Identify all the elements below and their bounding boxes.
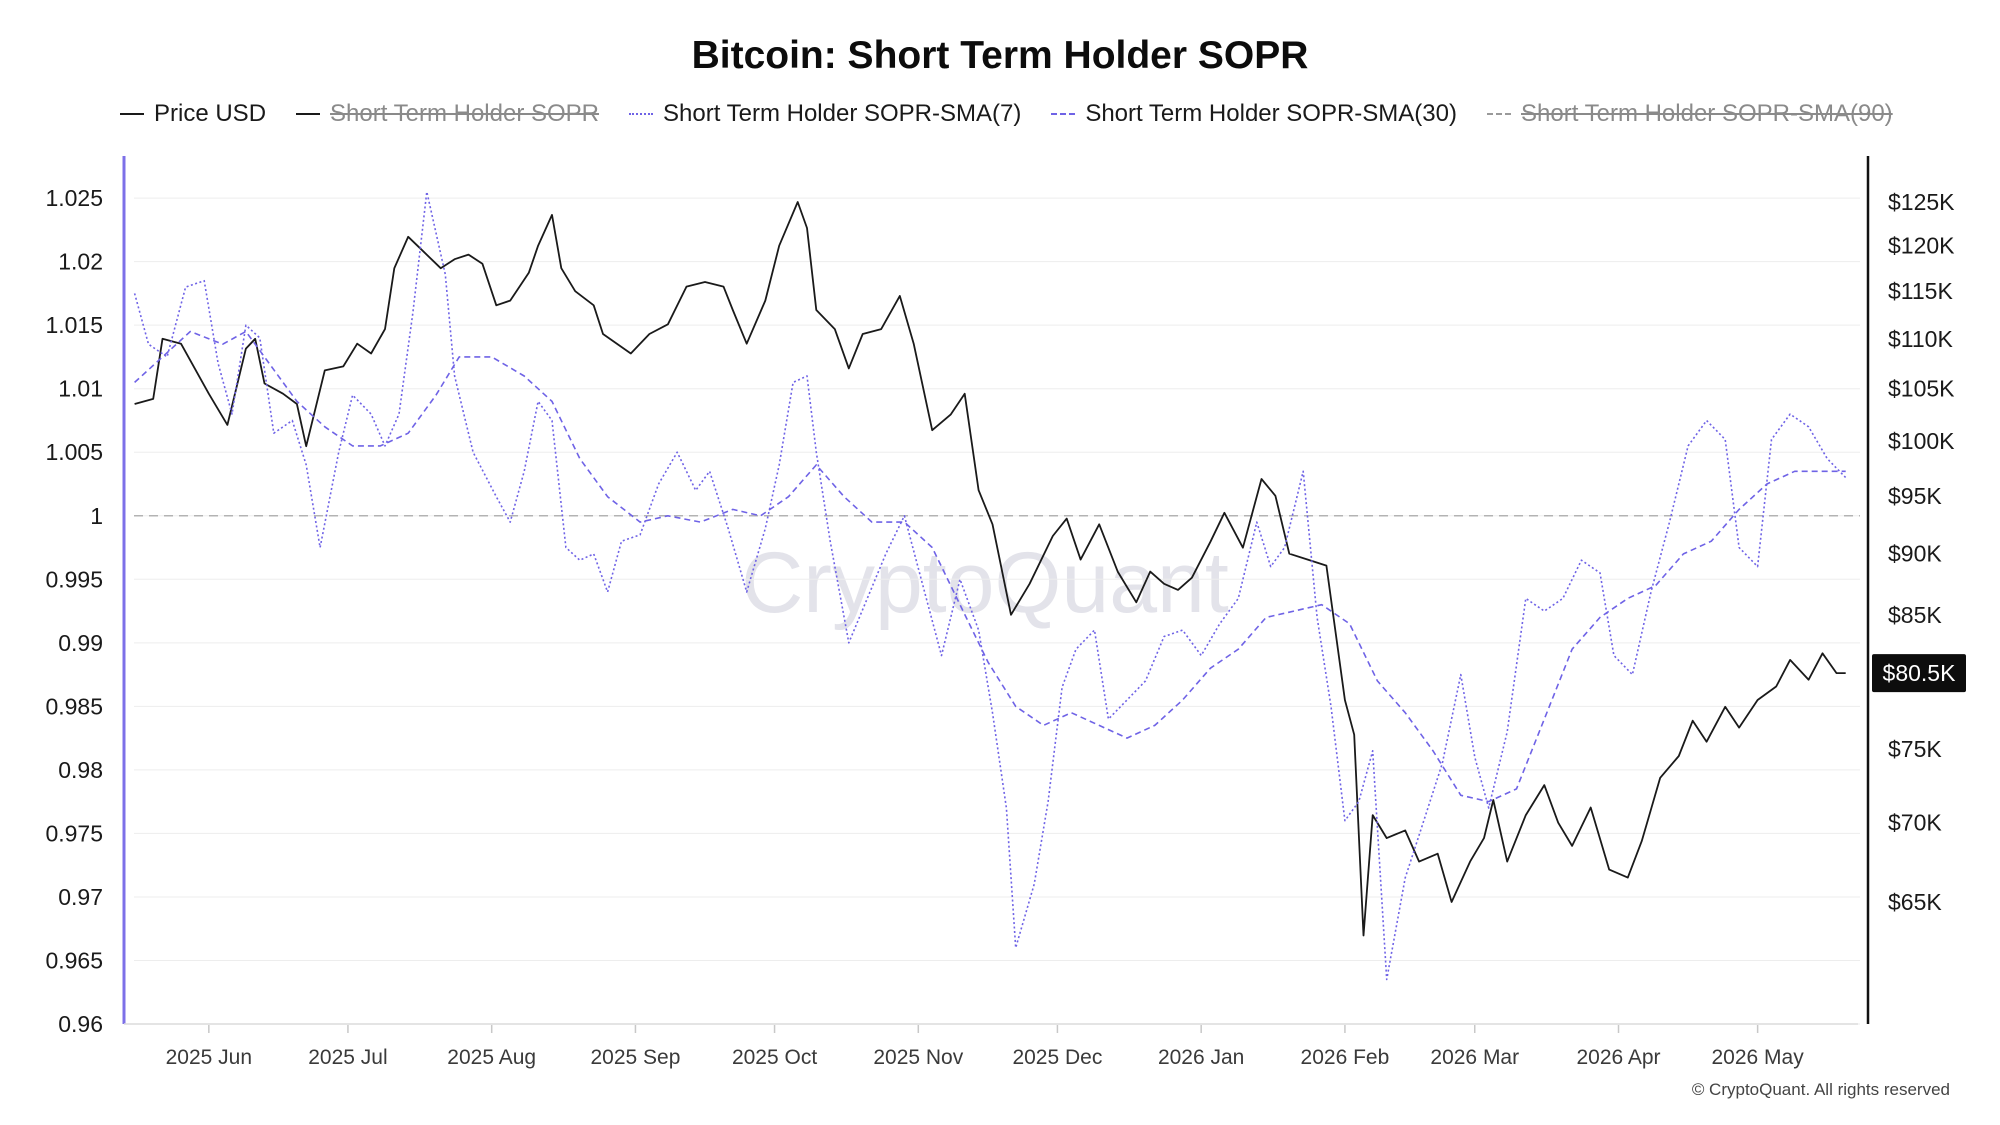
x-tick-label: 2026 Jan — [1158, 1046, 1244, 1069]
x-tick-label: 2025 Jul — [308, 1046, 387, 1069]
y-left-tick-label: 1.005 — [45, 439, 103, 465]
x-tick-label: 2025 Dec — [1012, 1046, 1102, 1069]
legend-label: Short Term Holder SOPR-SMA(90) — [1521, 100, 1893, 127]
y-left-tick-label: 0.97 — [58, 884, 103, 910]
legend-label: Short Term Holder SOPR-SMA(30) — [1085, 100, 1457, 127]
series-line-price-usd — [134, 201, 1846, 937]
y-right-tick-label: $75K — [1888, 736, 1942, 762]
y-right-tick-label: $120K — [1888, 233, 1955, 259]
y-left-tick-label: 0.985 — [45, 693, 103, 719]
axis-labels: 1.025 1.02 1.015 1.01 1.005 1 0.995 0.99 0.985 0.… — [45, 185, 1966, 1069]
y-right-tick-label: $110K — [1888, 326, 1953, 352]
series-line-short-term-holder-sopr-sma-30 — [134, 330, 1846, 803]
y-right-tick-label: $105K — [1888, 376, 1955, 402]
x-tick-label: 2025 Jun — [166, 1046, 252, 1069]
legend-item-sopr-sma90[interactable]: Short Term Holder SOPR-SMA(90) — [1487, 100, 1893, 128]
y-left-tick-label: 1 — [90, 503, 103, 529]
legend-swatch-dotted — [629, 113, 654, 115]
x-tick-label: 2026 Apr — [1576, 1046, 1660, 1069]
x-tick-label: 2025 Aug — [447, 1046, 536, 1069]
legend-item-price-usd[interactable]: Price USD — [120, 100, 266, 128]
legend-swatch-dashed — [1051, 113, 1076, 115]
y-left-tick-label: 0.965 — [45, 947, 103, 973]
series-line-short-term-holder-sopr-sma-7 — [133, 191, 1847, 981]
y-right-tick-label: $115K — [1888, 278, 1953, 304]
y-right-tick-label: $95K — [1888, 483, 1942, 509]
y-left-tick-label: 0.995 — [45, 566, 103, 592]
watermark: CryptoQuant — [741, 535, 1229, 631]
y-left-tick-label: 0.96 — [58, 1011, 103, 1037]
x-tick-label: 2025 Sep — [590, 1046, 680, 1069]
y-left-tick-label: 1.01 — [58, 376, 103, 402]
legend-swatch-solid — [296, 113, 321, 115]
y-right-tick-label: $70K — [1888, 810, 1942, 836]
current-price-badge — [1872, 654, 1966, 693]
y-left-tick-label: 1.025 — [45, 185, 103, 211]
x-tick-label: 2025 Oct — [732, 1046, 817, 1069]
legend-label: Short Term Holder SOPR — [330, 100, 600, 127]
y-right-tick-label: $125K — [1888, 189, 1955, 215]
y-right-tick-label: $90K — [1888, 541, 1942, 567]
legend-item-sopr[interactable]: Short Term Holder SOPR — [296, 100, 599, 128]
legend-label: Price USD — [154, 100, 267, 127]
y-left-tick-label: 0.975 — [45, 820, 103, 846]
y-right-tick-label: $65K — [1888, 889, 1942, 915]
copyright-notice: © CryptoQuant. All rights reserved — [1691, 1080, 1950, 1099]
legend-item-sopr-sma30[interactable]: Short Term Holder SOPR-SMA(30) — [1051, 100, 1457, 128]
y-right-tick-label: $100K — [1888, 428, 1955, 454]
legend-item-sopr-sma7[interactable]: Short Term Holder SOPR-SMA(7) — [629, 100, 1021, 128]
y-left-tick-label: 0.99 — [58, 630, 103, 656]
x-tick-label: 2026 May — [1712, 1046, 1805, 1069]
legend: Price USD Short Term Holder SOPR Short T… — [120, 96, 1893, 132]
current-price-label: $80.5K — [1883, 660, 1957, 686]
x-tick-label: 2026 Feb — [1301, 1046, 1390, 1069]
legend-label: Short Term Holder SOPR-SMA(7) — [663, 100, 1022, 127]
legend-swatch-dashed — [1487, 113, 1511, 115]
axes — [122, 156, 1870, 1033]
x-tick-label: 2025 Nov — [873, 1046, 963, 1069]
y-left-tick-label: 0.98 — [58, 757, 103, 783]
chart-title: Bitcoin: Short Term Holder SOPR — [691, 34, 1309, 77]
x-tick-label: 2026 Mar — [1430, 1046, 1519, 1069]
legend-swatch-solid — [120, 113, 144, 115]
y-right-tick-label: $85K — [1888, 602, 1942, 628]
y-left-tick-label: 1.02 — [58, 249, 103, 275]
series-lines — [133, 191, 1847, 981]
y-left-tick-label: 1.015 — [45, 312, 103, 338]
